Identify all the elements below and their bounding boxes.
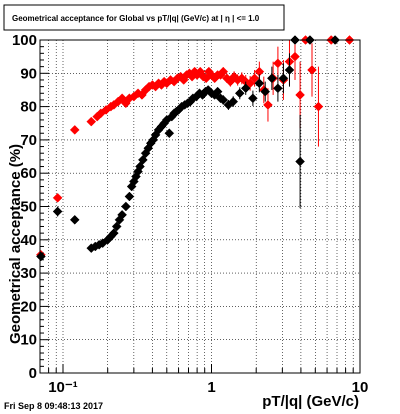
data-point — [135, 161, 145, 172]
x-tick-label: 10 — [352, 379, 369, 396]
y-tick-label: 50 — [20, 199, 37, 216]
y-tick-label: 30 — [20, 265, 37, 282]
y-tick-label: 100 — [12, 32, 37, 49]
data-point — [240, 83, 251, 94]
data-point — [117, 209, 127, 220]
data-marks — [36, 35, 355, 262]
data-point — [212, 86, 223, 97]
data-point — [254, 78, 265, 89]
data-point — [263, 100, 273, 110]
data-point — [234, 88, 245, 99]
x-tick-label: 1 — [207, 379, 215, 396]
data-point — [313, 101, 324, 112]
data-point — [295, 156, 305, 167]
x-axis-title: pT/|q| (GeV/c) — [262, 393, 359, 410]
y-tick-label: 80 — [20, 99, 37, 116]
data-point — [290, 51, 300, 62]
chart-title: Geometrical acceptance for Global vs pT/… — [12, 14, 260, 23]
data-point — [228, 96, 239, 107]
y-tick-label: 90 — [20, 65, 37, 82]
y-tick-label: 40 — [20, 232, 37, 249]
data-point — [69, 125, 80, 135]
y-tick-label: 70 — [20, 132, 37, 149]
data-point — [69, 214, 80, 225]
data-point — [248, 93, 258, 104]
data-point — [52, 206, 63, 217]
tick-labels: 0 10 20 30 40 50 60 70 80 90 100 10⁻¹ 1 10 — [12, 32, 368, 396]
y-tick-label: 10 — [20, 332, 37, 349]
data-point — [124, 191, 135, 202]
data-point — [218, 95, 229, 105]
data-point — [260, 86, 271, 97]
data-point — [249, 73, 260, 84]
data-point — [86, 116, 97, 127]
data-point — [273, 58, 283, 69]
data-point — [164, 128, 175, 139]
data-point — [307, 65, 317, 75]
y-axis-title: Geometrical acceptance (%) — [7, 144, 24, 344]
y-tick-label: 60 — [20, 165, 37, 182]
data-point — [295, 90, 305, 100]
x-tick-label: 10⁻¹ — [48, 379, 78, 396]
data-point — [52, 192, 63, 203]
data-point — [284, 65, 295, 75]
title-box — [3, 4, 285, 31]
data-point — [138, 155, 148, 165]
y-tick-label: 0 — [29, 365, 37, 382]
data-point — [218, 66, 229, 77]
y-tick-label: 20 — [20, 298, 37, 315]
series-2 — [36, 35, 340, 262]
data-point — [36, 251, 46, 262]
data-point — [245, 78, 255, 89]
series-1 — [36, 35, 355, 260]
axis-ticks — [39, 39, 361, 374]
data-point — [108, 228, 119, 238]
data-point — [121, 201, 131, 212]
data-point — [273, 83, 283, 94]
data-point — [278, 73, 289, 84]
data-point — [111, 221, 122, 232]
data-point — [267, 73, 277, 84]
timestamp: Fri Sep 8 09:48:13 2017 — [4, 401, 103, 411]
